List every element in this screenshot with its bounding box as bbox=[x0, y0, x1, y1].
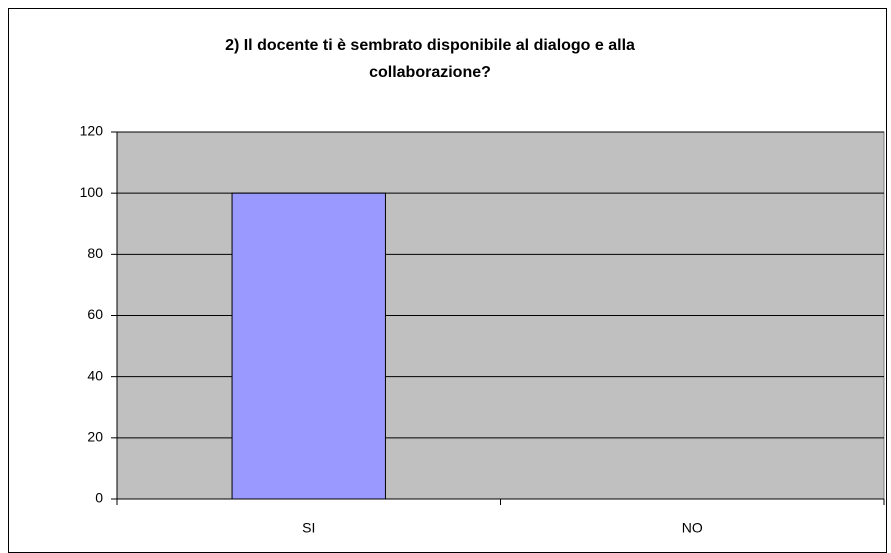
y-tick-label: 80 bbox=[87, 245, 103, 261]
x-tick-label: NO bbox=[682, 520, 703, 536]
x-tick-label: SI bbox=[302, 520, 315, 536]
bar bbox=[231, 192, 386, 500]
y-tick-label: 120 bbox=[80, 123, 104, 139]
y-tick-label: 100 bbox=[80, 184, 104, 200]
y-tick-label: 20 bbox=[87, 429, 103, 445]
y-tick-label: 0 bbox=[95, 490, 103, 506]
chart-title: 2) Il docente ti è sembrato disponibile … bbox=[225, 37, 635, 81]
y-tick-label: 40 bbox=[87, 367, 103, 383]
y-tick-label: 60 bbox=[87, 306, 103, 322]
